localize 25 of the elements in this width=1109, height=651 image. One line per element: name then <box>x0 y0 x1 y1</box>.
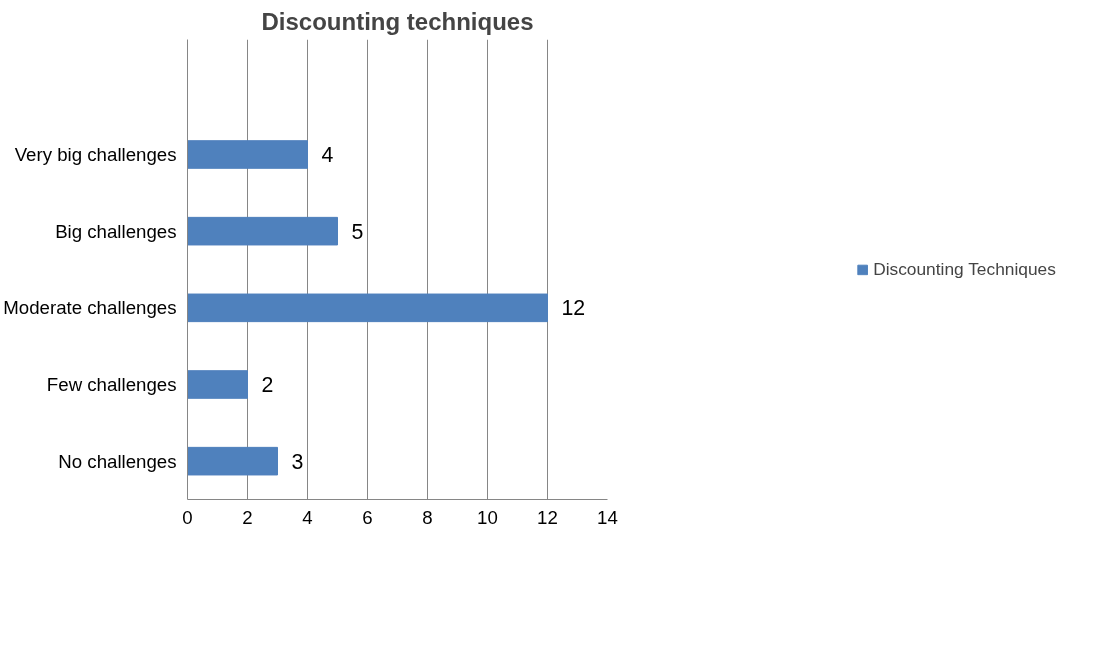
data-label: 3 <box>291 449 304 474</box>
data-label: 4 <box>321 143 334 167</box>
data-label: 5 <box>351 219 364 244</box>
x-tick-label: 6 <box>362 506 373 528</box>
x-tick-label: 4 <box>302 506 313 528</box>
data-label: 12 <box>561 296 586 321</box>
bar <box>187 216 338 246</box>
y-tick-label: Few challenges <box>46 374 177 395</box>
x-tick-label: 0 <box>182 506 193 528</box>
legend-label: Discounting Techniques <box>873 258 1056 280</box>
bar <box>187 446 278 476</box>
x-tick-label: 12 <box>537 506 558 528</box>
x-tick-label: 8 <box>422 506 433 528</box>
y-tick-label: Big challenges <box>55 220 177 242</box>
data-label: 2 <box>261 373 274 397</box>
x-tick-label: 2 <box>242 506 253 528</box>
bar <box>187 293 548 323</box>
y-tick-label: Very big challenges <box>14 144 177 165</box>
y-tick-label: Moderate challenges <box>3 297 177 319</box>
y-tick-label: No challenges <box>58 450 177 472</box>
x-tick-label: 10 <box>477 506 498 528</box>
chart-title: Discounting techniques <box>261 7 534 35</box>
bar <box>187 370 248 399</box>
x-tick-label: 14 <box>597 506 618 528</box>
bar <box>187 140 308 169</box>
